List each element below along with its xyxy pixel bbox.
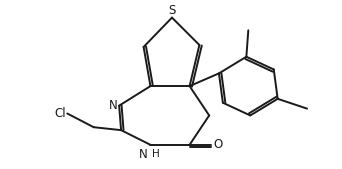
Text: S: S (168, 4, 176, 17)
Text: H: H (153, 149, 160, 159)
Text: N: N (108, 99, 117, 112)
Text: O: O (213, 138, 222, 151)
Text: N: N (139, 148, 147, 161)
Text: Cl: Cl (55, 107, 66, 120)
